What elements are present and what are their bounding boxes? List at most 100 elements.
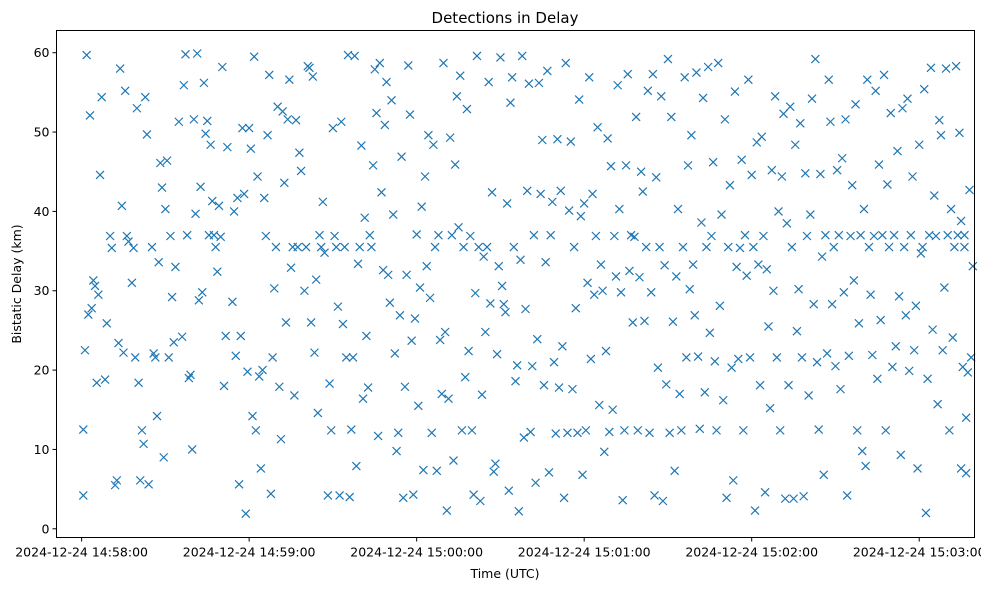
data-point bbox=[718, 395, 728, 405]
data-point bbox=[380, 120, 390, 130]
data-point bbox=[427, 428, 437, 438]
data-point bbox=[501, 307, 510, 317]
data-point bbox=[769, 286, 778, 296]
data-point bbox=[137, 425, 147, 435]
data-point bbox=[777, 172, 787, 181]
data-point bbox=[631, 112, 641, 122]
data-point bbox=[574, 95, 584, 104]
data-point bbox=[301, 242, 311, 252]
data-point bbox=[661, 379, 671, 389]
data-point bbox=[573, 428, 582, 438]
data-point bbox=[171, 262, 180, 272]
data-point bbox=[583, 278, 592, 288]
data-point bbox=[353, 259, 363, 269]
data-point bbox=[779, 109, 788, 119]
data-point bbox=[318, 197, 328, 207]
data-point bbox=[470, 288, 480, 298]
data-point bbox=[338, 319, 348, 329]
data-point bbox=[479, 252, 489, 262]
data-point bbox=[368, 160, 378, 170]
data-point bbox=[194, 295, 204, 305]
data-point bbox=[191, 209, 200, 219]
data-point bbox=[596, 260, 606, 269]
data-point bbox=[857, 446, 867, 456]
data-point bbox=[797, 352, 807, 362]
data-point bbox=[444, 394, 453, 404]
x-tick-label: 2024-12-24 15:03:00 bbox=[853, 545, 981, 560]
data-point bbox=[660, 260, 670, 270]
data-point bbox=[397, 152, 407, 162]
data-point bbox=[859, 204, 869, 214]
data-point bbox=[100, 375, 110, 385]
data-point bbox=[738, 425, 748, 435]
data-point bbox=[387, 95, 396, 105]
data-point bbox=[144, 479, 154, 489]
data-point bbox=[164, 352, 174, 362]
data-point bbox=[904, 366, 914, 376]
data-point bbox=[563, 428, 572, 438]
data-point bbox=[948, 333, 958, 342]
data-point bbox=[688, 260, 698, 269]
data-point bbox=[521, 304, 530, 314]
data-point bbox=[326, 425, 336, 435]
data-point bbox=[849, 276, 859, 285]
data-point bbox=[455, 71, 465, 81]
data-point bbox=[834, 230, 844, 240]
data-point bbox=[87, 303, 97, 313]
data-point bbox=[174, 117, 184, 127]
data-point bbox=[405, 110, 415, 120]
data-point bbox=[154, 257, 164, 267]
data-point bbox=[477, 390, 487, 400]
data-point bbox=[445, 133, 455, 143]
data-point bbox=[559, 493, 569, 503]
data-point bbox=[549, 357, 559, 367]
data-point bbox=[211, 242, 221, 252]
data-point bbox=[330, 231, 340, 241]
data-point bbox=[653, 363, 663, 373]
data-point bbox=[350, 51, 360, 61]
data-point bbox=[782, 218, 792, 228]
data-point bbox=[248, 411, 257, 421]
data-point bbox=[671, 272, 681, 281]
data-point bbox=[315, 230, 324, 240]
data-point bbox=[824, 75, 834, 85]
data-point bbox=[949, 242, 959, 252]
data-point bbox=[524, 79, 534, 89]
data-point bbox=[120, 86, 130, 96]
data-point bbox=[497, 281, 507, 291]
data-point bbox=[382, 77, 391, 87]
data-point bbox=[78, 491, 88, 500]
data-point bbox=[658, 496, 668, 506]
data-point bbox=[231, 351, 241, 361]
data-point bbox=[765, 403, 775, 413]
data-point bbox=[601, 346, 611, 356]
data-point bbox=[296, 166, 306, 176]
data-point bbox=[279, 178, 289, 188]
data-point bbox=[584, 72, 594, 82]
data-point bbox=[449, 456, 458, 465]
data-point bbox=[815, 169, 825, 179]
data-point bbox=[105, 231, 115, 241]
y-axis: 0 10 20 30 40 50 60 bbox=[34, 45, 57, 536]
data-point bbox=[867, 350, 877, 360]
data-point bbox=[316, 242, 326, 252]
data-point bbox=[159, 452, 169, 462]
data-point bbox=[606, 161, 616, 171]
data-point bbox=[142, 130, 152, 139]
data-point bbox=[517, 51, 527, 61]
data-point bbox=[206, 140, 216, 150]
data-point bbox=[189, 114, 199, 124]
data-point bbox=[685, 284, 695, 294]
data-point bbox=[388, 210, 398, 219]
data-point bbox=[506, 98, 515, 108]
data-point bbox=[82, 50, 92, 60]
data-point bbox=[229, 206, 239, 216]
data-point bbox=[162, 156, 172, 166]
data-point bbox=[169, 337, 179, 347]
data-point bbox=[919, 84, 929, 94]
data-point bbox=[871, 86, 881, 96]
data-point bbox=[593, 122, 603, 132]
data-point bbox=[435, 335, 445, 345]
data-point bbox=[906, 230, 916, 240]
data-point bbox=[790, 140, 800, 150]
